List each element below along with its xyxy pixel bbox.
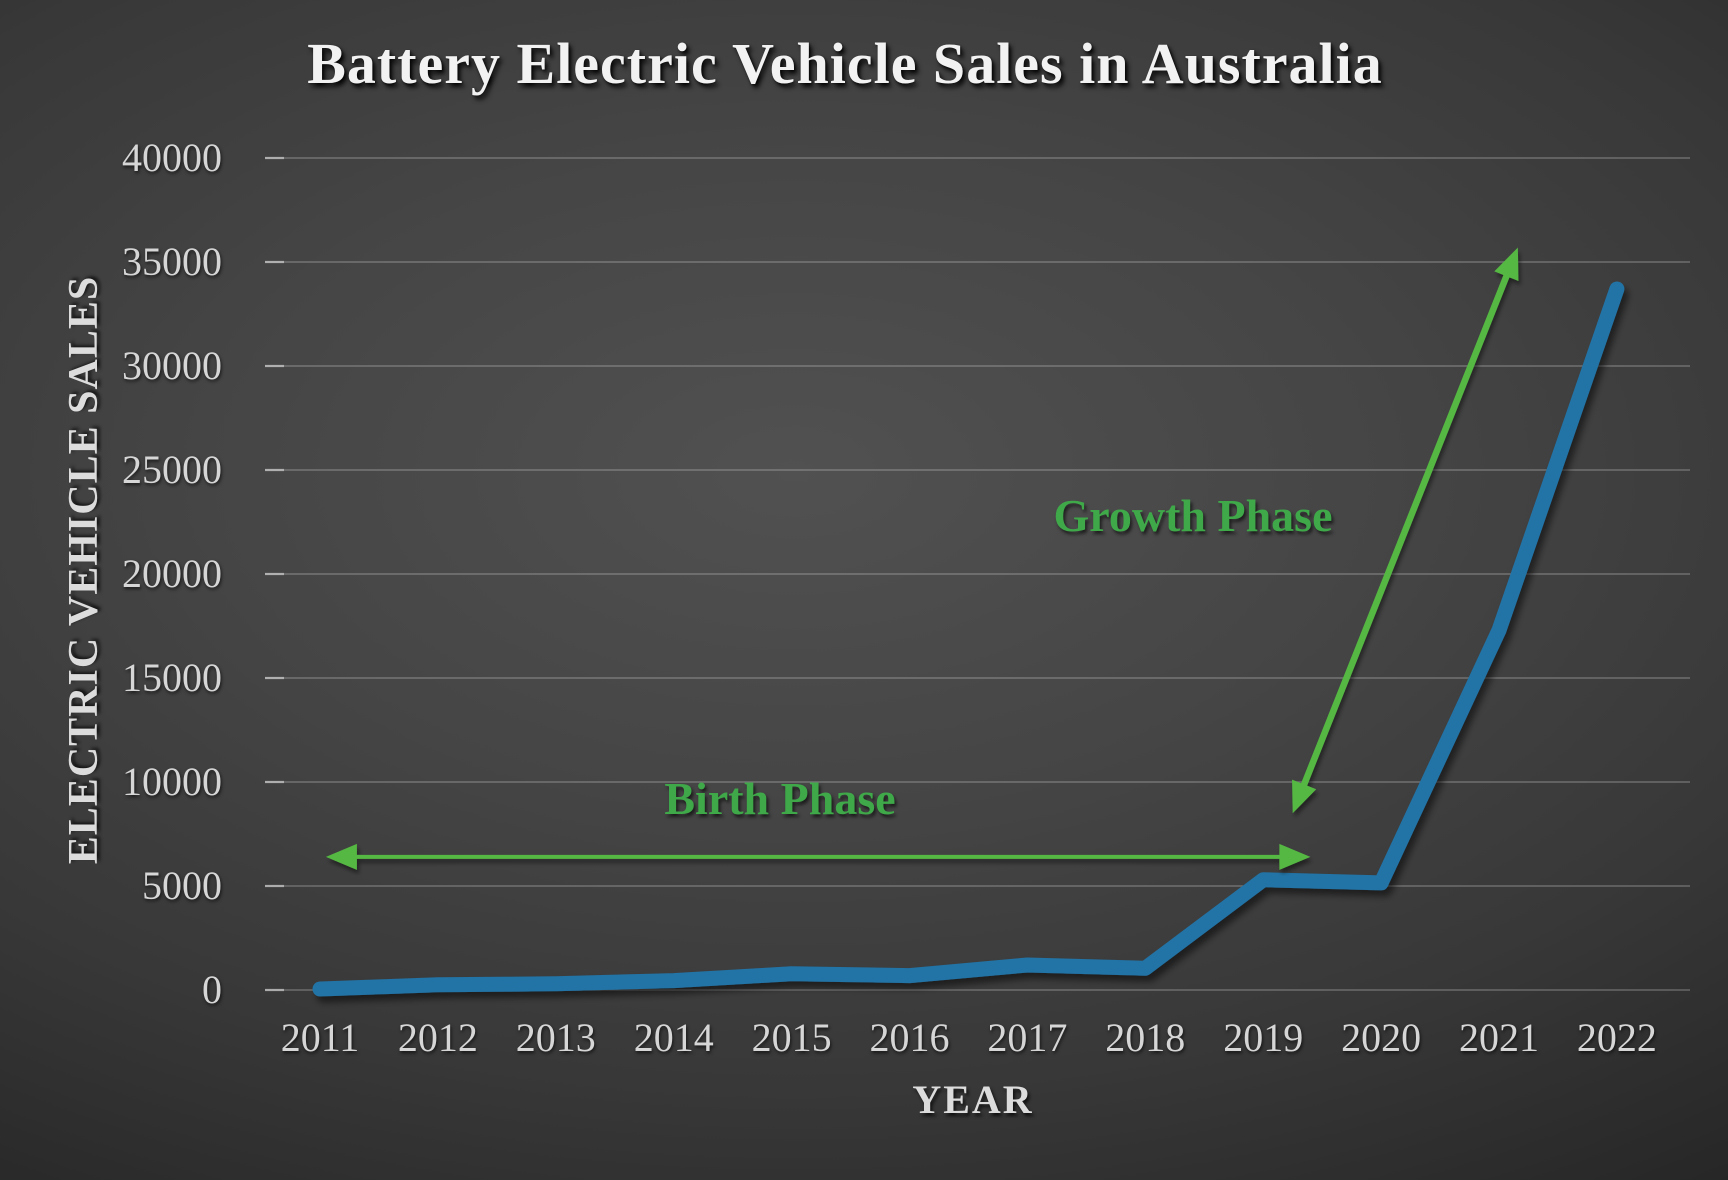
x-tick-label: 2012 bbox=[397, 1015, 478, 1060]
gridlines bbox=[265, 156, 1690, 992]
arrow-head bbox=[1292, 779, 1317, 814]
annotation-arrow-birth-phase bbox=[325, 843, 1311, 870]
sales-line bbox=[312, 281, 1625, 997]
x-tick-label: 2013 bbox=[515, 1015, 596, 1060]
annotation-label-birth-phase: Birth Phase bbox=[664, 773, 896, 824]
annotation-label-growth-phase: Growth Phase bbox=[1053, 490, 1333, 541]
arrow-shaft bbox=[1299, 271, 1511, 790]
y-tick-label: 35000 bbox=[122, 239, 222, 284]
annotation-arrow-growth-phase bbox=[1292, 247, 1519, 814]
x-tick-label: 2014 bbox=[633, 1015, 714, 1060]
x-tick-label: 2015 bbox=[751, 1015, 832, 1060]
x-tick-label: 2020 bbox=[1341, 1015, 1422, 1060]
x-tick-label: 2019 bbox=[1223, 1015, 1304, 1060]
chart-title: Battery Electric Vehicle Sales in Austra… bbox=[307, 31, 1383, 96]
y-tick-label: 0 bbox=[202, 967, 222, 1012]
y-tick-label: 15000 bbox=[122, 655, 222, 700]
data-series bbox=[312, 281, 1625, 997]
y-tick-label: 25000 bbox=[122, 447, 222, 492]
y-tick-label: 5000 bbox=[142, 863, 222, 908]
arrow-head bbox=[1494, 247, 1519, 282]
x-tick-label: 2021 bbox=[1459, 1015, 1539, 1060]
x-tick-label: 2011 bbox=[280, 1015, 360, 1060]
x-tick-label: 2018 bbox=[1105, 1015, 1186, 1060]
x-axis-title: YEAR bbox=[912, 1077, 1034, 1122]
y-tick-label: 30000 bbox=[122, 343, 222, 388]
y-tick-label: 40000 bbox=[122, 135, 222, 180]
x-tick-label: 2016 bbox=[869, 1015, 950, 1060]
arrow-head bbox=[1279, 843, 1311, 870]
x-tick-label: 2017 bbox=[987, 1015, 1068, 1060]
y-tick-label: 20000 bbox=[122, 551, 222, 596]
y-tick-label: 10000 bbox=[122, 759, 222, 804]
annotation-arrows bbox=[325, 247, 1519, 870]
x-tick-label: 2022 bbox=[1576, 1015, 1657, 1060]
arrow-head bbox=[325, 843, 357, 870]
